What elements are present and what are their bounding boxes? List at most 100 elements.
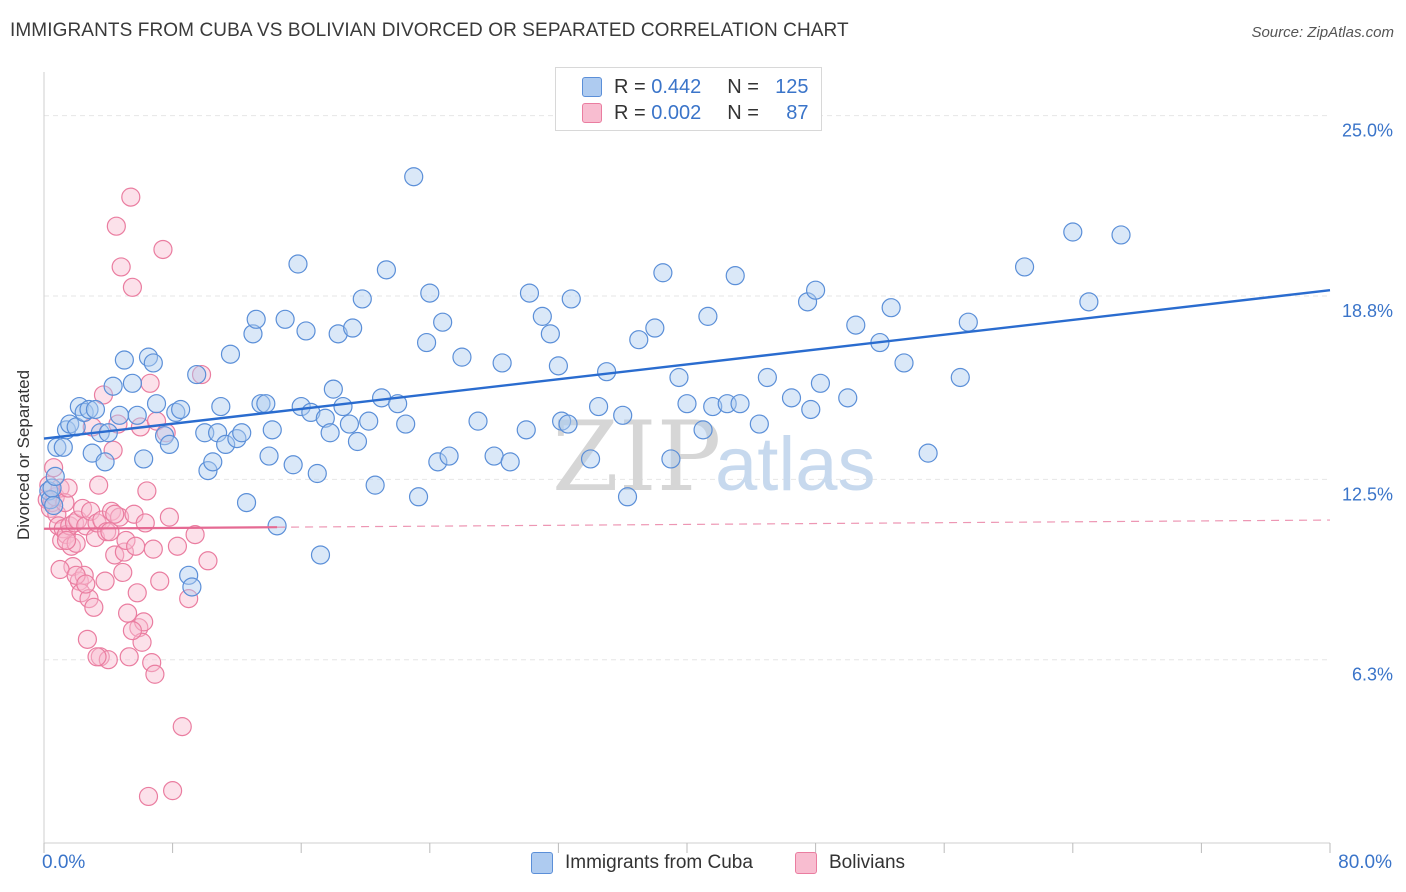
cuba-point [211,396,231,417]
bolivians-point [56,530,77,551]
cuba-point [404,167,424,187]
watermark: ZIP atlas [552,401,876,513]
cuba-point [187,364,207,385]
cuba-point [677,394,697,414]
cuba-point [613,405,633,425]
cuba-point [146,394,167,414]
cuba-point [352,289,372,309]
series-legend-label: Immigrants from Cuba [565,852,753,873]
bolivians-point [145,664,165,684]
cuba-point [703,396,723,417]
bolivians-point [105,504,125,524]
bolivians-point [79,589,99,609]
cuba-point [540,324,560,344]
bolivians-point [55,492,75,513]
bolivians-point [50,559,70,580]
cuba-point [661,449,681,469]
cuba-point [343,318,363,338]
cuba-point [296,321,316,341]
cuba-point [468,411,488,431]
legend-n-value: 87 [786,101,809,124]
bolivians-point [163,781,183,801]
y-tick-labels: 6.3% 12.5% 18.8% 25.0% [1342,121,1393,685]
y-tick-label: 6.3% [1352,665,1393,685]
cuba-point [781,388,802,408]
cuba-point [950,367,970,388]
legend-swatch-cuba [582,77,602,97]
bolivians-points [37,187,218,807]
cuba-point [262,420,282,440]
bolivians-point [185,524,205,545]
cuba-point [645,318,665,338]
cuba-point [588,396,609,417]
bolivians-point [135,513,155,533]
y-tick-label: 25.0% [1342,121,1393,141]
cuba-point [288,254,308,274]
cuba-point [339,414,360,434]
cuba-point [617,487,638,507]
bolivians-point [89,475,109,495]
bolivians-point [113,562,133,583]
bolivians-point [58,478,78,498]
cuba-point [53,437,73,457]
cuba-point [439,446,459,466]
cuba-point [122,373,143,393]
cuba-point [376,260,396,280]
legend-n-value: 125 [775,75,809,98]
cuba-point [79,399,99,420]
cuba-point [134,449,154,469]
cuba-point [182,577,202,597]
cuba-point [580,449,601,469]
cuba-point [143,353,163,373]
cuba-point [154,426,175,446]
cuba-point [243,324,263,344]
cuba-point [805,280,826,300]
series-swatch-bolivians [795,852,817,874]
cuba-point [428,452,448,472]
cuba-point [532,306,552,326]
cuba-point [894,353,914,373]
cuba-point [365,475,385,495]
cuba-point [159,434,179,455]
legend-swatch-bolivians [582,103,602,123]
cuba-point [801,399,821,420]
legend-r-value: 0.442 [651,75,702,98]
bolivians-point [137,481,157,501]
bolivians-point [172,717,192,737]
cuba-point [232,423,252,443]
cuba-point [359,411,379,431]
cuba-point [127,405,147,425]
legend-n-label: N = [727,75,759,98]
cuba-point [484,446,504,466]
cuba-point [558,414,578,434]
series-legend-label: Bolivians [829,852,906,873]
bolivians-point [77,629,98,649]
bolivians-point [140,373,160,393]
cuba-point [838,388,858,408]
cuba-point [114,350,134,370]
cuba-point [328,324,348,344]
cuba-point [516,420,536,440]
bolivians-point [100,522,120,542]
y-tick-label: 12.5% [1342,484,1393,504]
chart-title: IMMIGRANTS FROM CUBA VS BOLIVIAN DIVORCE… [10,20,849,41]
cuba-point [725,266,745,286]
cuba-point [420,283,440,303]
bolivians-point [121,187,141,207]
cuba-point [452,347,472,367]
cuba-point [416,332,437,353]
bolivians-point [76,574,96,594]
cuba-trend-line [43,289,1331,440]
cuba-point [1079,292,1099,312]
stats-legend: R = 0.442 N = 125 R = 0.002 N = 87 [555,67,822,131]
cuba-point [500,452,520,472]
cuba-point [653,263,673,283]
legend-row-cuba: R = 0.442 N = 125 [582,75,809,99]
legend-r-label: R = [614,75,646,98]
cuba-point [103,376,123,396]
bolivians-point [159,507,179,527]
axes [43,72,1331,853]
legend-n-label: N = [727,101,759,124]
legend-r-value: 0.002 [651,101,702,124]
bolivians-trend-line-dashed [277,519,1331,528]
